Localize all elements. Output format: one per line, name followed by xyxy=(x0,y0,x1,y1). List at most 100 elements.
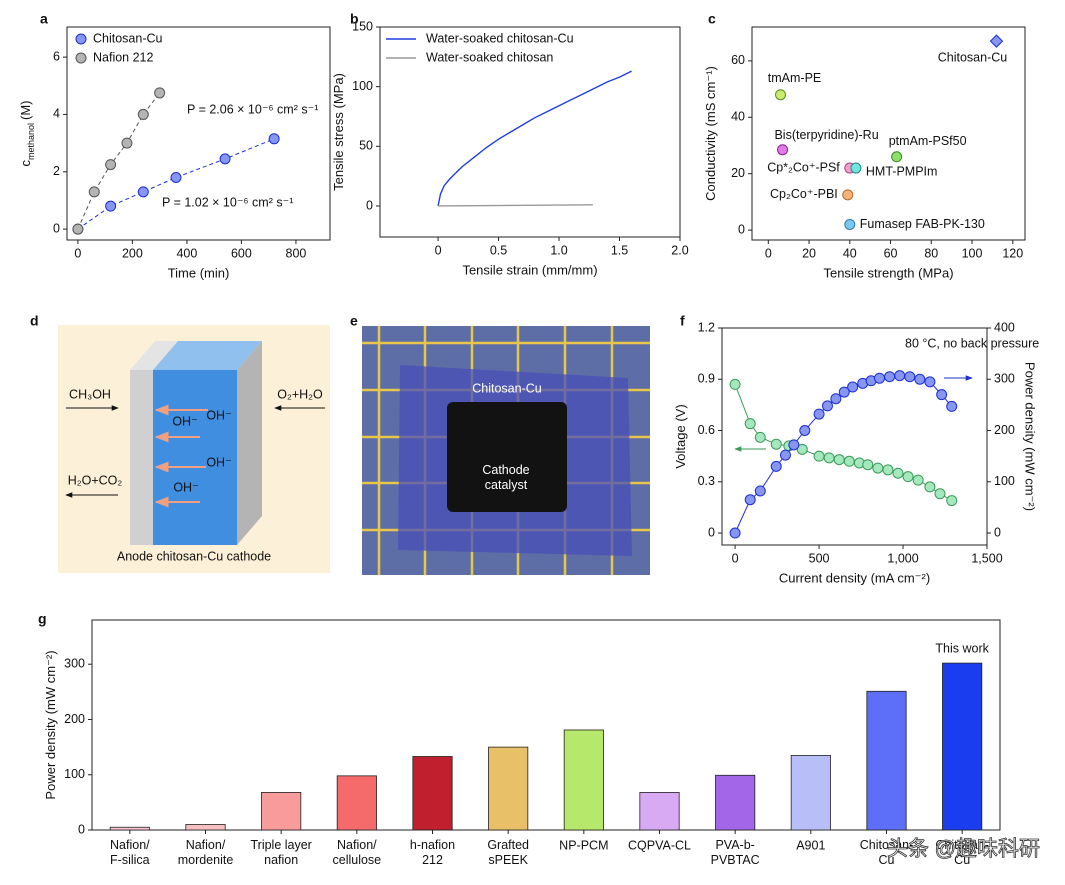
x-tick-label: 120 xyxy=(1002,246,1023,260)
bar xyxy=(790,754,831,831)
y-tick-label: 50 xyxy=(359,139,373,153)
x-tick-label: 1,000 xyxy=(887,551,918,565)
point-label: Cp*₂Co⁺-PSf xyxy=(767,160,840,174)
text-line: Nafion/ xyxy=(186,838,226,852)
text-line: Triple layer xyxy=(250,838,311,852)
x-tick-label: 1.0 xyxy=(550,243,567,257)
x-tick-label: 0 xyxy=(74,246,81,260)
y-tick-label: 200 xyxy=(64,712,85,726)
x-tick-label: Chitosan-Cu xyxy=(935,838,989,867)
x-tick-label: 500 xyxy=(809,551,830,565)
x-tick-label: 0 xyxy=(732,551,739,565)
point xyxy=(872,462,884,474)
y2-tick-label: 200 xyxy=(994,423,1015,437)
axis-label-part: methanol xyxy=(26,123,36,160)
y-tick-label: 0 xyxy=(366,198,373,212)
y-axis-label: cmethanol (M) xyxy=(18,100,36,166)
point xyxy=(813,450,825,462)
point xyxy=(770,460,782,472)
point xyxy=(799,425,811,437)
panel-label: c xyxy=(708,11,716,27)
bar xyxy=(942,662,983,831)
bar xyxy=(488,746,529,831)
text-line: Nafion/ xyxy=(337,838,377,852)
point xyxy=(989,34,1004,48)
watermark: 头条 @趣味科研 xyxy=(887,838,1040,861)
y-tick-label: 0 xyxy=(53,221,60,235)
point xyxy=(754,431,766,443)
point xyxy=(934,488,946,500)
legend-marker xyxy=(75,33,87,45)
y-tick-label: 2 xyxy=(53,164,60,178)
point xyxy=(821,400,833,412)
x-axis-label: Tensile strain (mm/mm) xyxy=(462,262,597,277)
series-line xyxy=(77,138,275,230)
slab-top-left xyxy=(130,341,178,370)
photo-label: Chitosan-Cu xyxy=(472,381,542,395)
bar xyxy=(109,826,150,831)
point xyxy=(813,408,825,420)
point xyxy=(914,373,926,385)
point xyxy=(154,87,166,99)
x-axis-label: Tensile strength (MPa) xyxy=(823,265,953,280)
text-line: sPEEK xyxy=(488,853,528,867)
bar xyxy=(185,824,226,831)
point xyxy=(796,443,808,455)
diagram-label: H₂O+CO₂ xyxy=(68,473,123,487)
point-label: Fumasep FAB-PK-130 xyxy=(860,217,985,231)
y-tick-label: 150 xyxy=(352,19,373,33)
point xyxy=(775,89,787,101)
point-label: HMT-PMPIm xyxy=(866,164,938,178)
point-label: Chitosan-Cu xyxy=(938,50,1008,64)
text-line: h-nafion xyxy=(410,838,455,852)
diagram-caption: Anode chitosan-Cu cathode xyxy=(117,549,271,563)
y-tick-label: 0 xyxy=(708,525,715,539)
point xyxy=(844,218,856,230)
x-tick-label: 0 xyxy=(435,243,442,257)
y-tick-label: 0 xyxy=(738,222,745,236)
text-line: nafion xyxy=(264,853,298,867)
y2-tick-label: 300 xyxy=(994,372,1015,386)
text-line: Cu xyxy=(954,853,970,867)
point xyxy=(891,151,903,163)
slab-anode xyxy=(130,370,153,545)
x-tick-label: A901 xyxy=(796,838,825,852)
y-axis-label: Tensile stress (MPa) xyxy=(331,73,346,191)
point xyxy=(902,471,914,483)
slab-top-middle xyxy=(153,341,262,370)
y-tick-label: 60 xyxy=(731,53,745,67)
panel-label: d xyxy=(30,313,39,329)
text-line: PVBTAC xyxy=(711,853,760,867)
plot-frame xyxy=(91,619,1001,831)
x-tick-label: 80 xyxy=(924,246,938,260)
series-line xyxy=(734,375,953,534)
y-tick-label: 100 xyxy=(352,79,373,93)
point xyxy=(884,371,896,383)
x-tick-label: 40 xyxy=(843,246,857,260)
text-line: F-silica xyxy=(110,853,150,867)
point xyxy=(882,464,894,476)
axis-label-part: c xyxy=(18,160,33,167)
x-tick-label: 1,500 xyxy=(971,551,1002,565)
point-label: tmAm-PE xyxy=(768,71,821,85)
ion-label: OH⁻ xyxy=(172,414,197,428)
y-tick-label: 300 xyxy=(64,657,85,671)
axis-label-part: (M) xyxy=(18,100,33,120)
x-tick-label: h-nafion 212 xyxy=(410,838,455,867)
x-tick-label: 60 xyxy=(884,246,898,260)
x-tick-label: 2.0 xyxy=(671,243,688,257)
point xyxy=(744,418,756,430)
bar xyxy=(336,775,377,831)
point xyxy=(777,144,789,156)
bar xyxy=(639,792,680,831)
x-tick-label: Nafion/cellulose xyxy=(333,838,382,867)
point xyxy=(137,108,149,120)
y2-tick-label: 400 xyxy=(994,320,1015,334)
point xyxy=(729,527,741,539)
x-tick-label: 20 xyxy=(802,246,816,260)
panel-label: b xyxy=(350,11,359,27)
annotation: P = 1.02 × 10⁻⁶ cm² s⁻¹ xyxy=(162,195,293,209)
panel-label: g xyxy=(38,611,47,627)
annotation: P = 2.06 × 10⁻⁶ cm² s⁻¹ xyxy=(187,102,318,116)
